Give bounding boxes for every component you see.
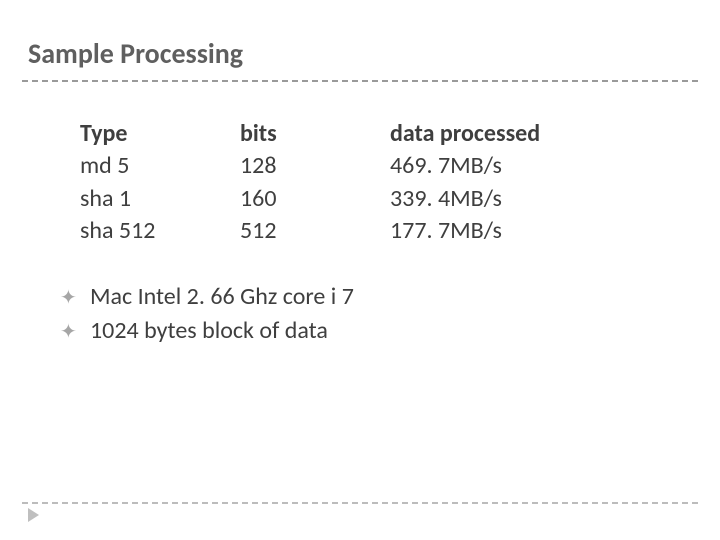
bullet-icon: ✦ — [60, 318, 90, 346]
table-header-row: Type bits data processed — [80, 118, 650, 150]
table-row: md 5 128 469. 7MB/s — [80, 150, 650, 182]
cell-type: md 5 — [80, 150, 240, 182]
cell-bits: 160 — [240, 183, 390, 215]
cell-data: 177. 7MB/s — [390, 215, 650, 247]
col-header-bits: bits — [240, 118, 390, 150]
col-header-type: Type — [80, 118, 240, 150]
bullet-icon: ✦ — [60, 284, 90, 312]
table-row: sha 1 160 339. 4MB/s — [80, 183, 650, 215]
cell-data: 339. 4MB/s — [390, 183, 650, 215]
cell-type: sha 512 — [80, 215, 240, 247]
col-header-data: data processed — [390, 118, 650, 150]
divider-top — [22, 80, 698, 82]
page-title: Sample Processing — [28, 36, 243, 71]
hash-table: Type bits data processed md 5 128 469. 7… — [80, 118, 650, 248]
list-item: ✦ 1024 bytes block of data — [60, 314, 354, 348]
divider-bottom — [22, 502, 698, 504]
bullet-list: ✦ Mac Intel 2. 66 Ghz core i 7 ✦ 1024 by… — [60, 280, 354, 347]
bullet-text: 1024 bytes block of data — [90, 314, 328, 348]
cell-bits: 128 — [240, 150, 390, 182]
cell-type: sha 1 — [80, 183, 240, 215]
list-item: ✦ Mac Intel 2. 66 Ghz core i 7 — [60, 280, 354, 314]
table-row: sha 512 512 177. 7MB/s — [80, 215, 650, 247]
cell-bits: 512 — [240, 215, 390, 247]
cell-data: 469. 7MB/s — [390, 150, 650, 182]
slide: Sample Processing Type bits data process… — [0, 0, 720, 540]
bullet-text: Mac Intel 2. 66 Ghz core i 7 — [90, 280, 354, 314]
triangle-marker-icon — [28, 508, 39, 522]
